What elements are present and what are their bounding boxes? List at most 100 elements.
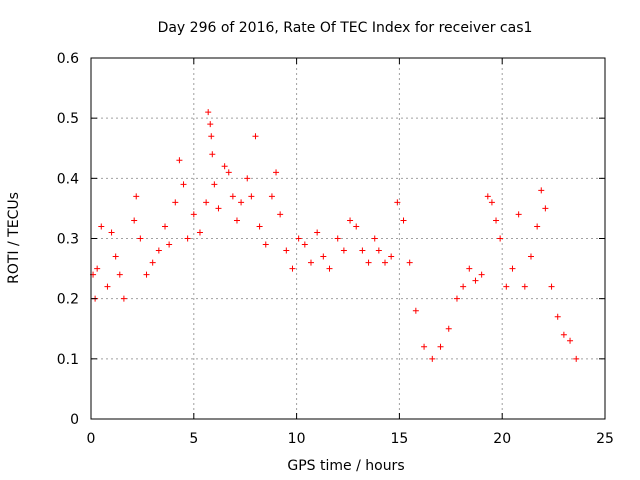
data-point — [429, 355, 436, 362]
data-point — [273, 169, 280, 176]
data-point — [94, 265, 101, 272]
data-point — [484, 193, 491, 200]
data-point — [388, 253, 395, 260]
data-point — [437, 343, 444, 350]
y-tick-label: 0.1 — [57, 352, 79, 368]
data-point — [207, 121, 214, 128]
data-point — [382, 259, 389, 266]
data-point — [120, 295, 127, 302]
data-point — [334, 235, 341, 242]
data-point — [225, 169, 232, 176]
x-tick-label: 15 — [390, 431, 408, 447]
data-point — [211, 181, 218, 188]
data-point — [283, 247, 290, 254]
data-point — [466, 265, 473, 272]
data-point — [542, 205, 549, 212]
y-tick-label: 0.3 — [57, 232, 79, 248]
data-point — [166, 241, 173, 248]
data-point — [359, 247, 366, 254]
data-point — [573, 355, 580, 362]
x-tick-label: 20 — [493, 431, 511, 447]
data-point — [460, 283, 467, 290]
data-point — [493, 217, 500, 224]
data-point — [527, 253, 534, 260]
data-point — [488, 199, 495, 206]
data-point — [295, 235, 302, 242]
x-tick-label: 25 — [596, 431, 614, 447]
data-point — [203, 199, 210, 206]
data-point — [104, 283, 111, 290]
data-point — [184, 235, 191, 242]
y-tick-label: 0 — [70, 412, 79, 428]
data-point — [209, 151, 216, 158]
data-points — [90, 109, 580, 362]
data-point — [205, 109, 212, 116]
data-point — [326, 265, 333, 272]
data-point — [238, 199, 245, 206]
data-point — [347, 217, 354, 224]
data-point — [548, 283, 555, 290]
data-point — [509, 265, 516, 272]
data-point — [221, 163, 228, 170]
y-tick-label: 0.2 — [57, 292, 79, 308]
y-axis-label: ROTI / TECUs — [6, 192, 22, 284]
y-tick-label: 0.4 — [57, 171, 79, 187]
data-point — [112, 253, 119, 260]
data-point — [256, 223, 263, 230]
data-point — [233, 217, 240, 224]
data-point — [131, 217, 138, 224]
data-point — [340, 247, 347, 254]
data-point — [301, 241, 308, 248]
data-point — [421, 343, 428, 350]
data-point — [365, 259, 372, 266]
data-point — [314, 229, 321, 236]
x-tick-label: 0 — [87, 431, 96, 447]
data-point — [137, 235, 144, 242]
data-point — [478, 271, 485, 278]
data-point — [472, 277, 479, 284]
data-point — [262, 241, 269, 248]
data-point — [149, 259, 156, 266]
data-point — [172, 199, 179, 206]
data-point — [196, 229, 203, 236]
data-point — [229, 193, 236, 200]
data-point — [445, 325, 452, 332]
data-point — [252, 133, 259, 140]
x-tick-label: 10 — [288, 431, 306, 447]
data-point — [277, 211, 284, 218]
data-point — [353, 223, 360, 230]
data-point — [515, 211, 522, 218]
data-point — [208, 133, 215, 140]
data-point — [554, 313, 561, 320]
data-point — [248, 193, 255, 200]
data-point — [133, 193, 140, 200]
data-point — [215, 205, 222, 212]
data-point — [180, 181, 187, 188]
data-point — [521, 283, 528, 290]
x-axis-ticks: 0 5 10 15 20 25 — [87, 58, 614, 447]
data-point — [538, 187, 545, 194]
data-point — [289, 265, 296, 272]
data-point — [307, 259, 314, 266]
data-point — [320, 253, 327, 260]
y-tick-label: 0.5 — [57, 111, 79, 127]
data-point — [371, 235, 378, 242]
y-tick-label: 0.6 — [57, 51, 79, 67]
data-point — [190, 211, 197, 218]
data-point — [176, 157, 183, 164]
chart-title: Day 296 of 2016, Rate Of TEC Index for r… — [158, 20, 533, 36]
data-point — [143, 271, 150, 278]
data-point — [406, 259, 413, 266]
data-point — [268, 193, 275, 200]
x-tick-label: 5 — [189, 431, 198, 447]
y-axis-ticks: 0 0.1 0.2 0.3 0.4 0.5 0.6 — [57, 51, 605, 428]
x-axis-label: GPS time / hours — [287, 458, 404, 474]
data-point — [108, 229, 115, 236]
data-point — [453, 295, 460, 302]
data-point — [375, 247, 382, 254]
data-point — [560, 331, 567, 338]
data-point — [244, 175, 251, 182]
data-point — [155, 247, 162, 254]
data-point — [503, 283, 510, 290]
